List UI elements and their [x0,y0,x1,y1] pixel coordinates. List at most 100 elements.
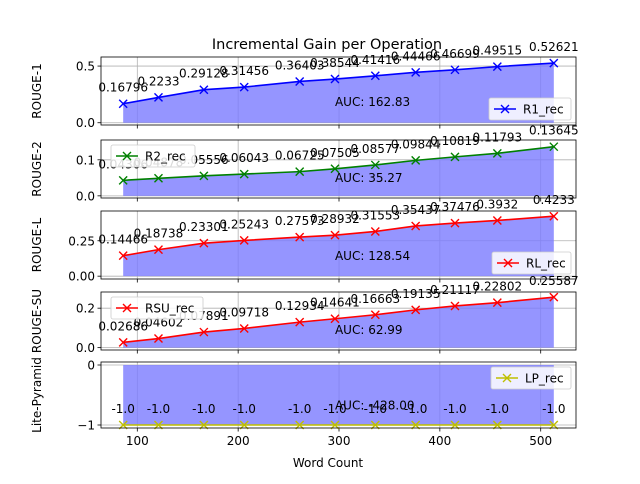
auc-area [123,63,554,123]
data-point [549,142,559,152]
data-label: 0.44466 [391,49,441,63]
legend-label: R1_rec [523,103,564,117]
axes-frame [100,139,577,199]
x-tick-label: 300 [328,434,351,448]
data-point [118,337,128,347]
data-point [199,171,209,181]
legend-box [490,366,572,390]
data-label: 0.10819 [430,134,480,148]
legend: RSU_rec [110,296,204,320]
axes-frame [100,361,577,429]
data-point [199,85,209,95]
y-tick-label: 0.0 [76,116,95,130]
legend-box [488,97,572,121]
data-label: 0.13645 [529,124,579,138]
data-label: -1.0 [364,402,387,416]
data-point [450,65,460,75]
legend: R1_rec [488,97,572,121]
data-point [492,298,502,308]
auc-area [123,146,554,196]
y-tick-label: 0.0 [76,189,95,203]
data-label: -1.0 [111,402,134,416]
data-point [153,245,163,255]
data-label: -1.0 [404,402,427,416]
data-label: -1.0 [192,402,215,416]
y-tick-label: 0 [87,359,95,373]
data-point [199,327,209,337]
data-label: 0.27573 [275,214,325,228]
legend-marker [122,303,132,313]
legend: RL_rec [491,251,572,275]
chart-title: Incremental Gain per Operation [212,37,442,53]
legend-box [491,251,572,275]
axes-frame [100,56,577,126]
y-tick-label: 0.0 [76,341,95,355]
data-label: 0.09844 [391,137,441,151]
data-point [330,314,340,324]
legend-marker [502,373,512,383]
data-label: -1.0 [542,402,565,416]
data-label: -1.0 [443,402,466,416]
data-point [370,226,380,236]
data-point [153,92,163,102]
data-label: 0.09718 [219,305,269,319]
data-label: 0.49515 [473,44,523,58]
data-label: 0.12934 [275,299,325,313]
data-point [239,235,249,245]
y-axis-label: ROUGE-L [30,217,44,272]
auc-area [123,216,554,277]
legend-marker [122,151,132,161]
y-axis-label: ROUGE-SU [30,289,44,353]
axes-frame [100,291,577,351]
x-tick-label: 200 [227,434,250,448]
x-tick-label: 100 [126,434,149,448]
data-label: 0.28932 [310,212,360,226]
legend-box [110,144,196,168]
legend-box [110,296,204,320]
legend: LP_rec [490,366,572,390]
data-label: -1.0 [232,402,255,416]
data-point [411,221,421,231]
data-point [411,67,421,77]
y-axis-label: Lite-Pyramid [30,357,44,433]
data-label: 0.11793 [473,130,523,144]
legend-label: RSU_rec [145,302,194,316]
data-point [370,310,380,320]
legend-label: RL_rec [526,257,566,271]
data-point [450,152,460,162]
data-label: 0.16663 [350,292,400,306]
legend-label: LP_rec [525,372,564,386]
auc-annotation: AUC: 35.27 [335,171,403,185]
data-point [199,238,209,248]
data-label: 0.16796 [98,81,148,95]
legend-label: R2_rec [145,150,186,164]
panel-2: 0.00.10.043060.048780.055560.060430.0672… [30,124,579,204]
data-point [330,164,340,174]
data-label: 0.3932 [476,197,518,211]
data-label: 0.19135 [391,287,441,301]
data-point [370,160,380,170]
data-point [370,71,380,81]
x-axis-label: Word Count [293,456,364,470]
data-point [153,173,163,183]
data-label: 0.08577 [350,142,400,156]
data-point [411,305,421,315]
data-point [239,169,249,179]
data-label: 0.06725 [275,149,325,163]
data-label: 0.37476 [430,200,480,214]
y-axis-label: ROUGE-2 [30,141,44,196]
x-tick-label: 500 [529,434,552,448]
data-label: 0.36403 [275,58,325,72]
data-point [330,230,340,240]
data-label: 0.14466 [98,233,148,247]
auc-annotation: AUC: -428.00 [335,399,415,413]
data-point [450,301,460,311]
data-point [549,58,559,68]
y-tick-label: 0.25 [68,234,95,248]
data-point [118,99,128,109]
axes-frame [100,210,577,280]
